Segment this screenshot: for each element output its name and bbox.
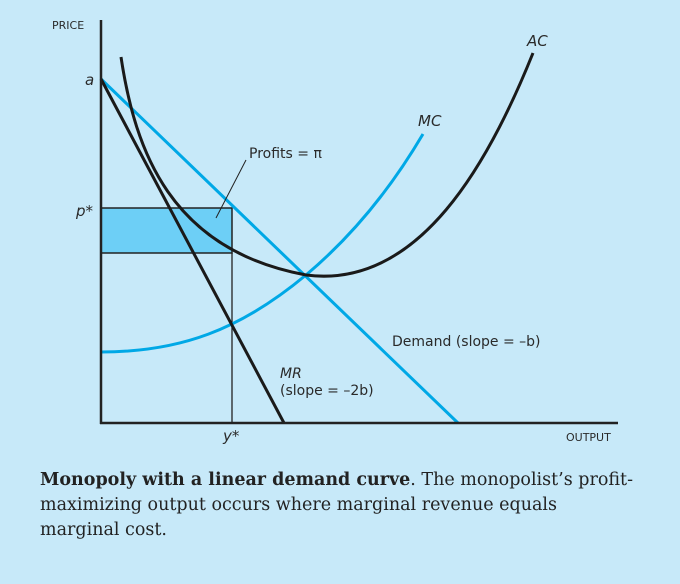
ac-curve: [119, 52, 535, 278]
profit-area: [100, 207, 233, 254]
p-star-label: p*: [75, 202, 94, 220]
mr-curve: [99, 78, 286, 424]
mc-label: MC: [418, 112, 442, 130]
a-label: a: [85, 71, 94, 89]
caption-text: . The monopolist’s profit-maximizing out…: [40, 470, 633, 540]
y-axis-label: PRICE: [52, 19, 84, 32]
caption-title: Monopoly with a linear demand curve: [40, 470, 411, 490]
y-star-label: y*: [222, 427, 240, 445]
profit-pointer: [215, 159, 247, 219]
demand-curve: [99, 77, 460, 425]
figure-caption: Monopoly with a linear demand curve. The…: [40, 468, 640, 543]
demand-label: Demand (slope = –b): [392, 334, 541, 350]
ac-label: AC: [526, 32, 548, 50]
x-axis-label: OUTPUT: [566, 431, 611, 444]
monopoly-chart: PRICE OUTPUT a p* y* AC MC Profits = π D…: [52, 19, 618, 445]
mr-slope-label: (slope = –2b): [280, 383, 374, 399]
profits-label: Profits = π: [249, 146, 322, 162]
mr-label: MR: [280, 366, 302, 382]
